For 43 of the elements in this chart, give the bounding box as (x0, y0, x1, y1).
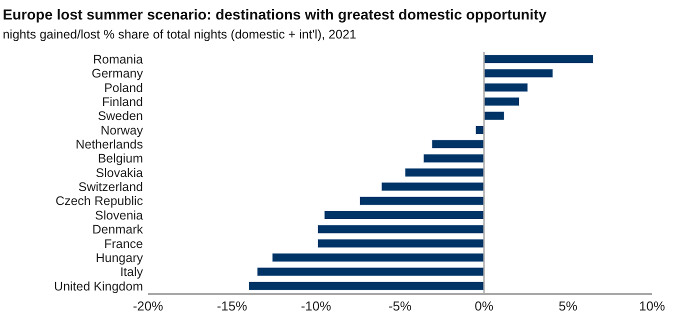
bar (484, 111, 504, 120)
y-tick-label: Germany (92, 66, 144, 81)
y-tick-label: Italy (120, 265, 144, 280)
x-tick-label: 0% (474, 298, 494, 314)
bar (475, 125, 484, 134)
y-tick-label: Slovenia (95, 208, 144, 222)
x-tick-label: 5% (558, 298, 578, 314)
bar (272, 253, 484, 262)
y-tick-label: Slovakia (96, 166, 144, 180)
y-tick-label: Hungary (96, 250, 144, 265)
x-tick-label: 10% (638, 298, 666, 314)
y-tick-label: United Kingdom (54, 279, 143, 294)
bar (317, 238, 484, 248)
bar (248, 281, 484, 290)
y-tick-label: Switzerland (78, 180, 144, 194)
chart-title: Europe lost summer scenario: destinations with greatest domestic opportunity (2, 8, 547, 24)
bar (317, 224, 484, 234)
x-tick-label: -10% (300, 298, 332, 314)
bar (324, 210, 484, 220)
bar (484, 68, 554, 78)
y-tick-label: Denmark (92, 222, 144, 237)
y-tick-label: Poland (104, 80, 144, 95)
y-tick-label: Finland (102, 94, 144, 109)
bar (404, 168, 484, 177)
y-tick-label: Norway (100, 123, 144, 138)
y-tick-label: Romania (92, 52, 144, 66)
bar (381, 182, 484, 192)
bar (432, 140, 484, 149)
y-tick-label: France (104, 236, 144, 251)
bar (423, 154, 484, 163)
y-tick-label: Belgium (98, 152, 143, 166)
y-tick-label: Sweden (98, 109, 144, 124)
chart-subtitle: nights gained/lost % share of total nights (domestic + int'l), 2021 (2, 27, 356, 42)
x-tick-label: -15% (216, 298, 248, 314)
bar (256, 267, 484, 276)
bar (484, 97, 520, 106)
x-tick-label: -20% (132, 298, 164, 314)
bar (359, 196, 484, 206)
bar (484, 82, 528, 92)
y-tick-label: Czech Republic (55, 194, 143, 208)
x-tick-label: -5% (388, 298, 412, 314)
y-tick-label: Netherlands (76, 138, 143, 152)
bar (484, 54, 594, 64)
